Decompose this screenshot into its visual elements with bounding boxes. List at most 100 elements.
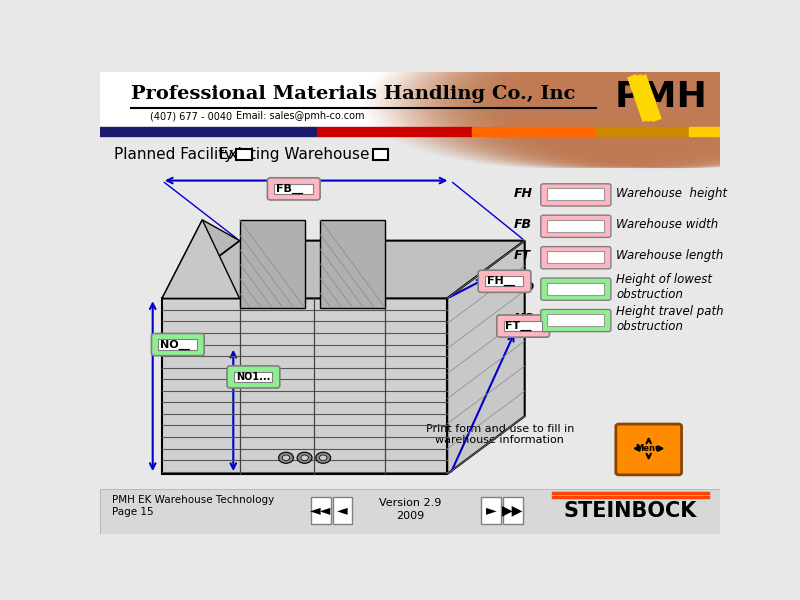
Ellipse shape bbox=[454, 39, 800, 168]
Ellipse shape bbox=[494, 39, 800, 168]
Bar bbox=[158, 340, 197, 350]
Ellipse shape bbox=[459, 39, 800, 168]
Ellipse shape bbox=[390, 39, 762, 168]
Text: Existing Warehouse: Existing Warehouse bbox=[219, 147, 370, 162]
Text: FB__: FB__ bbox=[276, 184, 303, 194]
Text: 1: 1 bbox=[530, 320, 535, 329]
Text: Warehouse width: Warehouse width bbox=[617, 218, 718, 231]
Bar bbox=[162, 298, 447, 474]
Ellipse shape bbox=[386, 39, 758, 168]
Bar bbox=[373, 149, 388, 160]
Bar bbox=[237, 149, 252, 160]
Text: Warehouse  height: Warehouse height bbox=[617, 187, 727, 200]
Polygon shape bbox=[162, 220, 239, 298]
Text: Warehouse length: Warehouse length bbox=[617, 250, 724, 262]
Bar bbox=[320, 220, 386, 308]
FancyBboxPatch shape bbox=[541, 310, 611, 332]
FancyBboxPatch shape bbox=[497, 315, 550, 337]
FancyBboxPatch shape bbox=[541, 215, 611, 238]
Ellipse shape bbox=[490, 39, 800, 168]
Circle shape bbox=[278, 452, 294, 463]
Text: ►: ► bbox=[486, 503, 497, 517]
Text: FH__: FH__ bbox=[487, 276, 515, 286]
Text: Print form and use to fill in
warehouse information: Print form and use to fill in warehouse … bbox=[426, 424, 574, 445]
Ellipse shape bbox=[435, 39, 800, 168]
FancyBboxPatch shape bbox=[478, 270, 531, 292]
Polygon shape bbox=[162, 241, 525, 298]
Bar bbox=[547, 314, 604, 326]
Bar bbox=[234, 372, 272, 382]
Text: (407) 677 - 0040: (407) 677 - 0040 bbox=[150, 112, 232, 121]
Text: 2009: 2009 bbox=[396, 511, 424, 521]
FancyBboxPatch shape bbox=[541, 184, 611, 206]
Text: NO: NO bbox=[514, 312, 534, 325]
Text: FT__: FT__ bbox=[506, 321, 532, 331]
Ellipse shape bbox=[410, 39, 782, 168]
Ellipse shape bbox=[405, 39, 777, 168]
Ellipse shape bbox=[470, 39, 800, 168]
Bar bbox=[596, 127, 689, 136]
FancyBboxPatch shape bbox=[541, 247, 611, 269]
Bar bbox=[100, 72, 720, 134]
Text: NO1...: NO1... bbox=[236, 372, 270, 382]
Ellipse shape bbox=[445, 39, 800, 168]
Bar bbox=[547, 283, 604, 295]
Bar bbox=[504, 321, 542, 331]
Bar bbox=[333, 497, 352, 524]
Bar bbox=[485, 276, 523, 286]
Circle shape bbox=[297, 452, 312, 463]
Ellipse shape bbox=[415, 39, 787, 168]
Ellipse shape bbox=[430, 39, 800, 168]
Ellipse shape bbox=[479, 39, 800, 168]
Ellipse shape bbox=[425, 39, 797, 168]
Text: ▶▶: ▶▶ bbox=[502, 503, 523, 517]
Bar bbox=[239, 220, 305, 308]
Bar bbox=[317, 127, 472, 136]
Ellipse shape bbox=[380, 39, 752, 168]
Text: NO__: NO__ bbox=[160, 340, 190, 350]
Text: Height of lowest
obstruction: Height of lowest obstruction bbox=[617, 273, 713, 301]
Bar bbox=[310, 497, 330, 524]
Ellipse shape bbox=[400, 39, 772, 168]
Text: PMH EK Warehouse Technology
Page 15: PMH EK Warehouse Technology Page 15 bbox=[112, 496, 274, 517]
FancyBboxPatch shape bbox=[267, 178, 320, 200]
FancyBboxPatch shape bbox=[151, 334, 204, 356]
Bar bbox=[547, 251, 604, 263]
Text: PMH: PMH bbox=[614, 80, 707, 115]
Circle shape bbox=[319, 455, 327, 461]
Bar bbox=[482, 497, 501, 524]
Ellipse shape bbox=[420, 39, 792, 168]
FancyBboxPatch shape bbox=[541, 278, 611, 300]
Text: Menu: Menu bbox=[636, 444, 662, 453]
FancyBboxPatch shape bbox=[616, 424, 682, 475]
Circle shape bbox=[316, 452, 330, 463]
Ellipse shape bbox=[395, 39, 767, 168]
Text: FH: FH bbox=[514, 187, 533, 200]
Text: STEINBOCK: STEINBOCK bbox=[563, 501, 697, 521]
Bar bbox=[274, 184, 313, 194]
Ellipse shape bbox=[440, 39, 800, 168]
Bar bbox=[100, 127, 317, 136]
Text: ◄: ◄ bbox=[337, 503, 348, 517]
Bar bbox=[503, 497, 523, 524]
Text: ◄◄: ◄◄ bbox=[310, 503, 331, 517]
Bar bbox=[689, 127, 720, 136]
Ellipse shape bbox=[504, 39, 800, 168]
Circle shape bbox=[301, 455, 308, 461]
Bar bbox=[547, 188, 604, 200]
Ellipse shape bbox=[465, 39, 800, 168]
Polygon shape bbox=[162, 220, 239, 298]
Bar bbox=[547, 220, 604, 232]
Text: FT: FT bbox=[514, 250, 530, 262]
Bar bbox=[472, 127, 596, 136]
Text: Height travel path
obstruction: Height travel path obstruction bbox=[617, 305, 724, 333]
FancyBboxPatch shape bbox=[227, 366, 280, 388]
Ellipse shape bbox=[450, 39, 800, 168]
Bar bbox=[100, 489, 720, 534]
Text: FB: FB bbox=[514, 218, 531, 231]
Ellipse shape bbox=[499, 39, 800, 168]
Polygon shape bbox=[447, 241, 525, 474]
Ellipse shape bbox=[485, 39, 800, 168]
Text: Email: sales@pmh-co.com: Email: sales@pmh-co.com bbox=[237, 112, 365, 121]
Text: Version 2.9: Version 2.9 bbox=[379, 497, 441, 508]
